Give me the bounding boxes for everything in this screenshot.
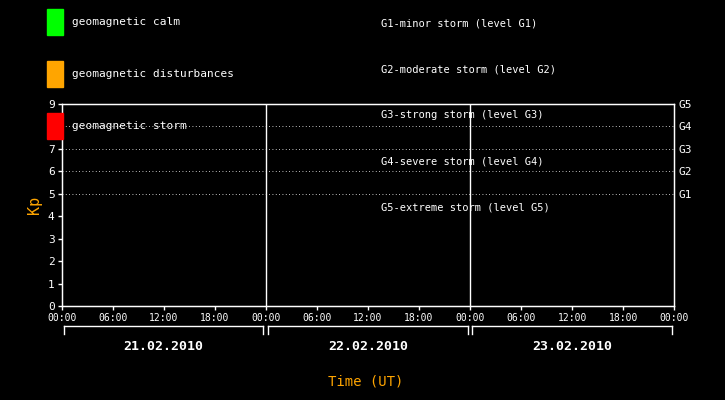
Y-axis label: Kp: Kp: [28, 196, 42, 214]
Text: Time (UT): Time (UT): [328, 375, 404, 389]
Text: geomagnetic calm: geomagnetic calm: [72, 17, 180, 27]
Text: geomagnetic storm: geomagnetic storm: [72, 121, 186, 131]
Text: 22.02.2010: 22.02.2010: [328, 340, 408, 353]
Text: geomagnetic disturbances: geomagnetic disturbances: [72, 69, 233, 79]
Text: G1-minor storm (level G1): G1-minor storm (level G1): [381, 18, 537, 28]
Text: G5-extreme storm (level G5): G5-extreme storm (level G5): [381, 202, 550, 212]
Text: 21.02.2010: 21.02.2010: [124, 340, 204, 353]
Text: G4-severe storm (level G4): G4-severe storm (level G4): [381, 156, 543, 166]
Text: 23.02.2010: 23.02.2010: [532, 340, 612, 353]
Text: G3-strong storm (level G3): G3-strong storm (level G3): [381, 110, 543, 120]
Text: G2-moderate storm (level G2): G2-moderate storm (level G2): [381, 64, 555, 74]
